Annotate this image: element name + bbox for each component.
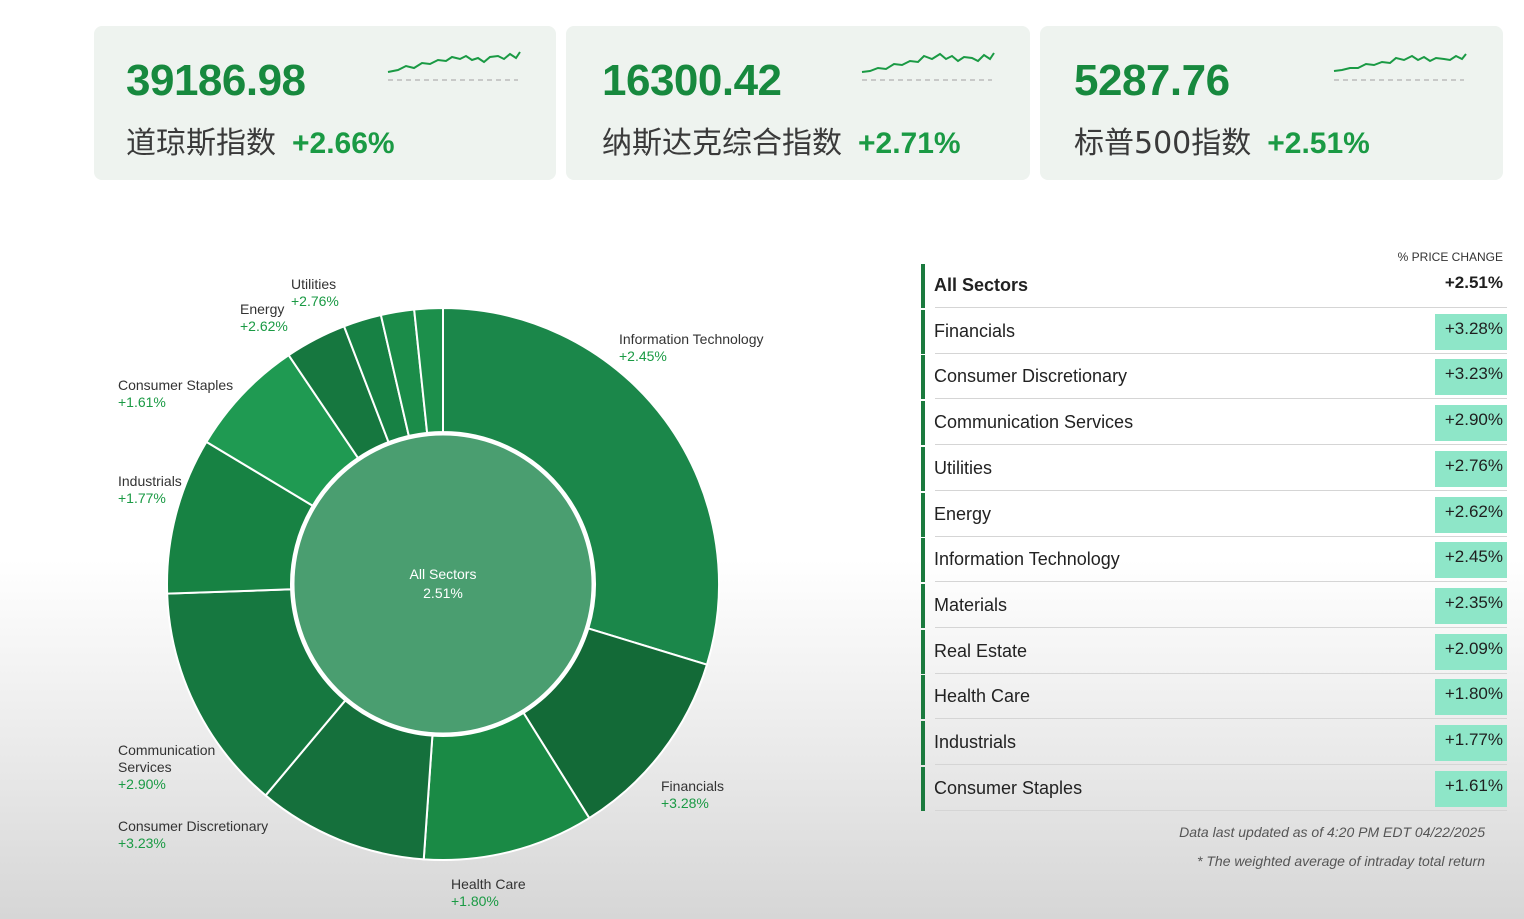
row-divider (935, 718, 1507, 720)
sector-name: Financials (934, 320, 1016, 341)
label-utilities-pct: +2.76% (291, 293, 339, 309)
label-health-care-pct: +1.80% (451, 893, 499, 909)
nasdaq-name: 纳斯达克综合指数 +2.71% (602, 126, 961, 161)
label-financials-name: Financials (661, 778, 724, 794)
sector-name: Materials (934, 594, 1008, 615)
sp500-sparkline-icon (1333, 53, 1467, 81)
table-row[interactable]: Health Care +1.80% (921, 675, 1507, 720)
label-consumer-staples-pct: +1.61% (118, 394, 166, 410)
label-communication-pct: +2.90% (118, 776, 166, 792)
table-row[interactable]: All Sectors +2.51% (921, 264, 1507, 308)
nasdaq-sparkline-icon (861, 52, 995, 81)
total-change: +2.51% (1444, 273, 1503, 292)
label-energy-pct: +2.62% (240, 318, 288, 334)
row-divider (935, 489, 1507, 491)
table-header: % PRICE CHANGE (1397, 250, 1503, 264)
label-financials-pct: +3.28% (661, 795, 709, 811)
sector-name: Health Care (934, 686, 1031, 707)
row-divider (935, 398, 1507, 400)
row-divider (935, 444, 1507, 446)
sp500-card[interactable]: 5287.76 标普500指数 +2.51% (1040, 26, 1503, 180)
label-consumer-discretionary-name: Consumer Discretionary (118, 818, 268, 834)
nasdaq-value: 16300.42 (602, 56, 782, 105)
sector-change-badge: +2.09% (1435, 633, 1507, 670)
label-communication-name: Communication Services (118, 742, 215, 775)
row-divider (935, 352, 1507, 354)
sector-change-badge: +1.80% (1435, 679, 1507, 716)
donut-center (291, 432, 595, 736)
data-updated-note: Data last updated as of 4:20 PM EDT 04/2… (1179, 824, 1485, 840)
sector-change-badge: +2.90% (1435, 405, 1507, 442)
table-row[interactable]: Information Technology +2.45% (921, 538, 1507, 583)
nasdaq-change: +2.71% (858, 127, 961, 160)
table-row[interactable]: Consumer Discretionary +3.23% (921, 355, 1507, 400)
nasdaq-card[interactable]: 16300.42 纳斯达克综合指数 +2.71% (566, 26, 1030, 180)
dow-sparkline-icon (387, 51, 521, 81)
table-row[interactable]: Industrials +1.77% (921, 721, 1507, 765)
weighted-average-note: * The weighted average of intraday total… (1197, 853, 1485, 869)
label-info-tech-pct: +2.45% (619, 348, 667, 364)
sector-change-badge: +2.35% (1435, 587, 1507, 624)
sector-change-badge: +2.45% (1435, 542, 1507, 579)
sector-utilities[interactable] (413, 306, 444, 434)
label-energy-name: Energy (240, 301, 284, 317)
label-industrials-name: Industrials (118, 473, 182, 489)
sector-change-badge: +1.77% (1435, 725, 1507, 761)
sector-name: Energy (934, 503, 992, 524)
label-industrials-pct: +1.77% (118, 490, 166, 506)
dow-card[interactable]: 39186.98 道琼斯指数 +2.66% (94, 26, 556, 180)
donut-sectors (166, 306, 720, 861)
dow-name: 道琼斯指数 +2.66% (126, 126, 395, 161)
table-row[interactable]: Utilities +2.76% (921, 446, 1507, 491)
sector-change-badge: +2.62% (1435, 496, 1507, 533)
sector-name: Consumer Staples (934, 777, 1083, 798)
sector-information-technology[interactable] (442, 306, 720, 666)
label-health-care-name: Health Care (451, 876, 526, 892)
sector-name: All Sectors (934, 275, 1029, 295)
table-row[interactable]: Energy +2.62% (921, 492, 1507, 537)
sector-donut-chart: All Sectors 2.51% Utilities +2.76% Energ… (118, 276, 764, 909)
sector-change-badge: +2.76% (1435, 450, 1507, 487)
sector-name: Information Technology (934, 549, 1120, 570)
table-row[interactable]: Consumer Staples +1.61% (921, 766, 1507, 811)
sector-name: Industrials (934, 732, 1017, 752)
label-consumer-staples-name: Consumer Staples (118, 377, 233, 393)
label-consumer-discretionary-pct: +3.23% (118, 835, 166, 851)
label-info-tech-name: Information Technology (619, 331, 764, 347)
sector-change-badge: +1.61% (1435, 770, 1507, 807)
sector-change-badge: +3.23% (1435, 359, 1507, 396)
row-divider (935, 672, 1507, 674)
row-divider (935, 307, 1507, 308)
row-divider (935, 809, 1507, 811)
row-divider (935, 535, 1507, 537)
table-row[interactable]: Communication Services +2.90% (921, 401, 1507, 446)
sp500-change: +2.51% (1267, 127, 1370, 160)
table-row[interactable]: Materials +2.35% (921, 583, 1507, 628)
sector-name: Communication Services (934, 412, 1134, 433)
donut-center-value: 2.51% (423, 585, 463, 601)
sector-change-badge: +3.28% (1435, 313, 1507, 350)
dow-value: 39186.98 (126, 56, 306, 105)
sector-name: Real Estate (934, 640, 1028, 661)
sector-name: Utilities (934, 457, 993, 478)
label-utilities-name: Utilities (291, 276, 336, 292)
row-divider (935, 764, 1507, 765)
table-row[interactable]: Financials +3.28% (921, 309, 1507, 354)
donut-center-title: All Sectors (410, 566, 477, 582)
dow-change: +2.66% (292, 127, 395, 160)
sector-name: Consumer Discretionary (934, 366, 1128, 387)
table-row[interactable]: Real Estate +2.09% (921, 629, 1507, 674)
sp500-name: 标普500指数 +2.51% (1074, 126, 1370, 161)
sp500-value: 5287.76 (1074, 56, 1230, 105)
row-divider (935, 581, 1507, 583)
row-divider (935, 626, 1507, 628)
